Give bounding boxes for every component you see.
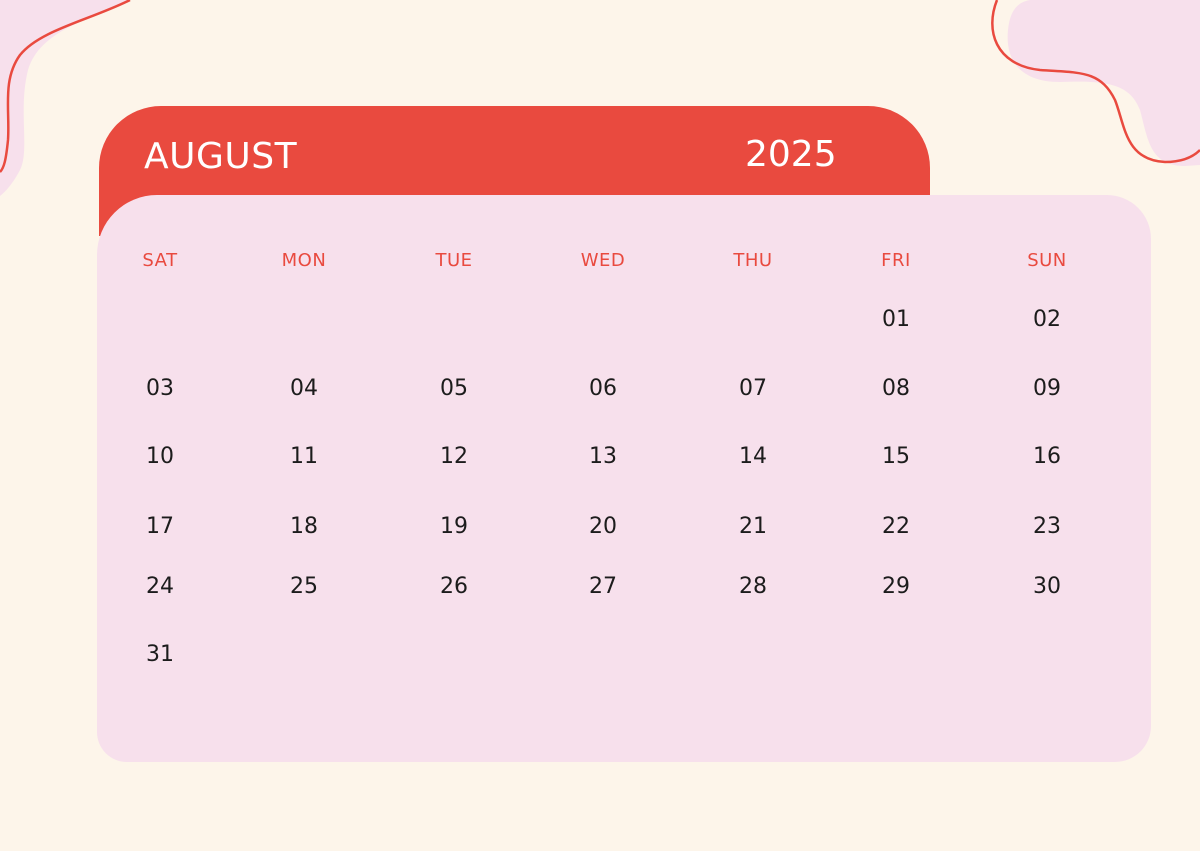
day-cell: 30 <box>1033 574 1061 599</box>
day-cell: 21 <box>739 514 767 539</box>
day-cell: 01 <box>882 307 910 332</box>
day-cell: 27 <box>589 574 617 599</box>
day-cell: 17 <box>146 514 174 539</box>
day-cell: 08 <box>882 376 910 401</box>
day-cell: 25 <box>290 574 318 599</box>
day-cell: 13 <box>589 444 617 469</box>
day-cell: 07 <box>739 376 767 401</box>
day-cell: 24 <box>146 574 174 599</box>
day-cell: 11 <box>290 444 318 469</box>
weekday-thu: THU <box>733 250 773 271</box>
day-cell: 22 <box>882 514 910 539</box>
day-cell: 05 <box>440 376 468 401</box>
day-cell: 23 <box>1033 514 1061 539</box>
month-title: AUGUST <box>144 136 298 177</box>
day-cell: 06 <box>589 376 617 401</box>
calendar-grid <box>97 195 1151 762</box>
day-cell: 03 <box>146 376 174 401</box>
day-cell: 29 <box>882 574 910 599</box>
day-cell: 14 <box>739 444 767 469</box>
weekday-sun: SUN <box>1027 250 1067 271</box>
weekday-sat: SAT <box>142 250 178 271</box>
year-title: 2025 <box>745 134 837 175</box>
top-left-blob <box>0 0 128 196</box>
day-cell: 20 <box>589 514 617 539</box>
top-left-curve <box>0 0 131 173</box>
weekday-wed: WED <box>580 250 626 271</box>
top-right-curve <box>991 0 1200 164</box>
weekday-tue: TUE <box>435 250 473 271</box>
day-cell: 19 <box>440 514 468 539</box>
day-cell: 26 <box>440 574 468 599</box>
day-cell: 04 <box>290 376 318 401</box>
day-cell: 10 <box>146 444 174 469</box>
day-cell: 31 <box>146 642 174 667</box>
weekday-fri: FRI <box>881 250 911 271</box>
day-cell: 02 <box>1033 307 1061 332</box>
weekday-mon: MON <box>281 250 327 271</box>
day-cell: 18 <box>290 514 318 539</box>
day-cell: 16 <box>1033 444 1061 469</box>
day-cell: 12 <box>440 444 468 469</box>
day-cell: 09 <box>1033 376 1061 401</box>
day-cell: 15 <box>882 444 910 469</box>
day-cell: 28 <box>739 574 767 599</box>
